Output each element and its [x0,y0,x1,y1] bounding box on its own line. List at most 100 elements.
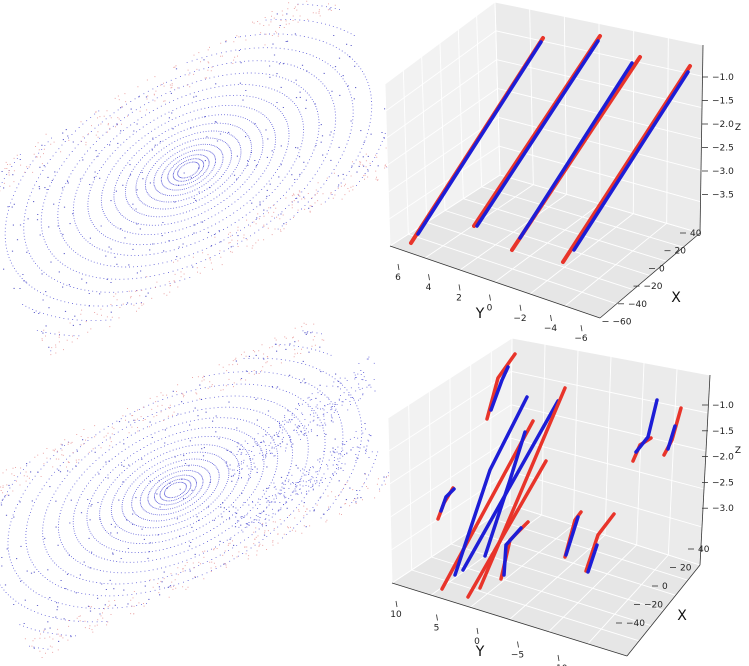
y-tick-label: −4 [544,324,558,334]
predicted-lane [439,487,456,513]
y-tick-mark [458,284,461,291]
z-axis-line [699,44,704,234]
point-cloud-side-roads [226,356,376,533]
predicted-lane [572,70,690,252]
z-tick-label: −1.0 [712,73,734,83]
z-tick-label: −1.5 [712,427,734,437]
gridline [426,221,634,291]
gridline [510,437,705,490]
gridline [463,198,667,262]
y-tick-mark [395,600,398,608]
y-tick-mark [428,274,430,281]
predicted-lane [586,543,599,574]
y-tick-label: −10 [549,664,568,666]
y-axis-label: Y [475,306,485,322]
gridline [572,350,579,526]
gridline [431,556,652,627]
ground-truth-lane [440,419,535,591]
pane-back [510,338,710,565]
gridline [604,356,612,536]
y-axis-line [391,582,628,657]
gridline [470,530,676,596]
x-tick-label: 20 [680,564,692,574]
ground-truth-lane [485,352,517,421]
gridline [387,337,513,419]
z-axis-line [699,374,711,566]
y-tick-label: −2 [513,314,526,324]
gridline [511,404,707,452]
ground-truth-lane [478,386,567,590]
gridline [388,116,499,193]
gridline [636,362,645,546]
pane-left [388,338,512,583]
gridline [489,351,492,519]
predicted-lane [489,365,510,412]
predicted-lane [483,430,527,558]
y-tick-mark [489,294,491,301]
x-tick-label: −20 [644,282,663,292]
y-axis-line [389,245,601,319]
x-axis-line [599,232,701,319]
y-tick-mark [519,304,522,311]
y-axis-label: Y [475,644,485,660]
point-cloud-rings [0,3,416,352]
gridline [388,371,512,452]
x-axis-line [626,564,701,657]
gridline [388,145,500,220]
y-tick-mark [517,641,519,648]
z-tick-label: −2.5 [712,144,734,154]
x-tick-label: −20 [644,601,663,611]
gridline [510,471,703,528]
predicted-lane [502,526,523,577]
z-axis-label: Z [735,123,741,133]
z-tick-label: −1.5 [712,97,734,107]
lane-plot-bottom: 1050−5−10−1540200−20−40−1.0−1.5−2.0−2.5−… [387,337,741,666]
ground-truth-lane [584,512,616,573]
point-cloud-panel-bottom [0,322,389,658]
y-tick-mark [557,654,560,662]
z-axis-label: Z [735,446,741,456]
x-tick-label: 40 [698,545,710,555]
predicted-lane [453,395,529,577]
gridline [498,116,702,171]
gridline [390,471,511,551]
y-tick-mark [550,314,552,322]
y-tick-mark [476,627,479,635]
x-tick-label: −40 [626,619,645,629]
predicted-lane [518,61,634,240]
gridline [495,30,703,77]
z-tick-label: −3.5 [712,191,734,201]
gridline [411,569,640,642]
point-cloud-objects [1,8,419,348]
point-cloud-objects [0,332,385,649]
point-cloud-panel-top [0,0,419,356]
gridline [481,186,684,248]
x-tick-label: −40 [628,300,647,310]
gridline [384,1,496,85]
z-tick-label: −2.0 [712,453,734,463]
y-tick-mark [436,614,438,621]
gridline [511,337,711,376]
gridline [389,174,501,247]
z-tick-label: −3.0 [712,167,734,177]
y-tick-label: −5 [511,651,524,661]
ground-truth-lane [561,64,692,264]
predicted-lane [666,424,677,451]
gridline [499,145,701,203]
y-tick-label: 2 [456,293,462,303]
gridline [385,30,497,112]
predicted-lane [416,40,543,236]
z-tick-label: −3.0 [712,504,734,514]
y-tick-mark [397,263,400,271]
gridline [408,404,413,571]
x-tick-label: 40 [690,229,702,239]
y-tick-mark [580,325,583,332]
gridline [390,437,512,518]
ground-truth-lane [466,459,548,599]
y-tick-label: 6 [395,273,401,283]
lane-plot-top: 6420−2−4−640200−20−40−60−1.0−1.5−2.0−2.5… [384,1,741,344]
point-cloud-edge-returns [0,0,411,356]
x-tick-label: −60 [613,318,632,328]
gridline [494,1,704,46]
